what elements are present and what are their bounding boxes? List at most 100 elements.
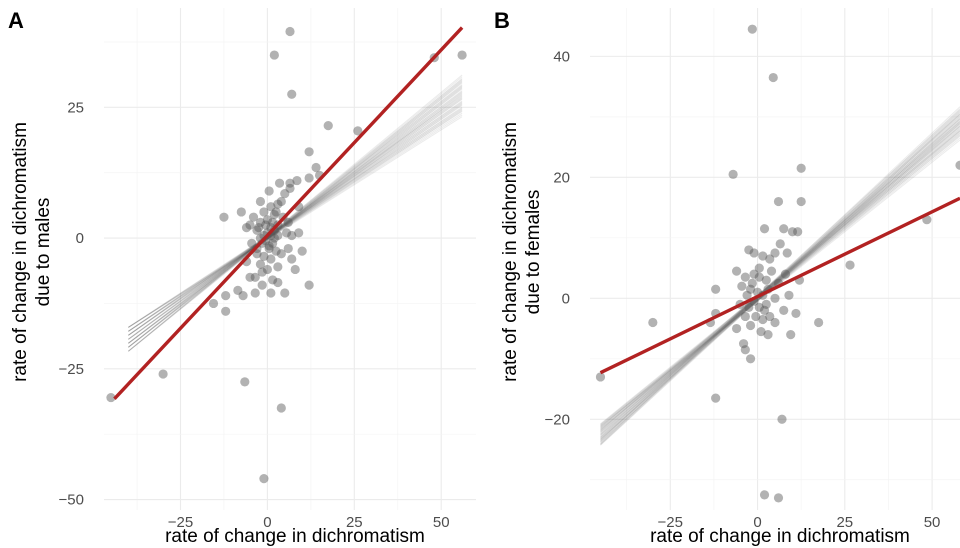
panel-b-x-tick-label: 25	[836, 514, 853, 531]
panel-a-data-point	[247, 238, 257, 248]
panel-a-data-point	[280, 189, 290, 199]
panel-a-data-point	[283, 217, 293, 227]
panel-b-posterior-line	[600, 118, 960, 434]
panel-b-fit-line	[599, 196, 960, 375]
panel-b-data-point	[744, 302, 754, 312]
panel-b-data-point	[773, 493, 784, 503]
panel-a-y-tick-label: −25	[59, 361, 84, 378]
panel-a-posterior-line	[128, 107, 463, 328]
panel-b-grid	[590, 8, 960, 510]
panel-b-data-point	[770, 317, 780, 328]
panel-b-y-tick-label: 0	[562, 290, 570, 307]
panel-a-data-point	[276, 403, 286, 413]
panel-b-posterior-line	[600, 109, 960, 440]
panel-b-data-point	[711, 284, 721, 294]
panel-a-data-point	[221, 291, 231, 301]
panel-a-posterior-lines	[128, 74, 463, 352]
panel-b: −25 0 25 50 −20 0 20 40 B rate of change in di…	[494, 8, 960, 547]
panel-b-data-point	[770, 248, 780, 258]
panel-a-data-point	[269, 209, 279, 220]
panel-b-data-point	[754, 263, 764, 273]
panel-a-posterior-line	[128, 108, 463, 332]
panel-b-posterior-line	[600, 106, 960, 444]
panel-b-posterior-line	[600, 123, 960, 431]
panel-a-data-point	[273, 262, 283, 272]
panel-a-data-point	[273, 230, 283, 241]
panel-a-posterior-line	[128, 79, 463, 352]
panel-a-posterior-line	[128, 94, 463, 340]
panel-a-posterior-line	[128, 79, 463, 348]
panel-b-posterior-line	[600, 129, 960, 429]
panel-a-data-point	[233, 285, 243, 295]
panel-b-posterior-line	[600, 110, 960, 445]
panel-a-posterior-line	[128, 102, 463, 336]
panel-a-posterior-line	[128, 100, 463, 336]
panel-b-posterior-line	[600, 123, 960, 436]
panel-b-data-point	[777, 414, 787, 424]
panel-a-posterior-line	[128, 109, 463, 328]
panel-a-data-point	[255, 259, 266, 269]
panel-b-points	[595, 24, 960, 503]
panel-a-posterior-line	[128, 104, 463, 332]
panel-a-data-point	[221, 306, 231, 316]
panel-a-posterior-line	[128, 103, 463, 332]
panel-a-posterior-line	[128, 86, 463, 344]
panel-b-posterior-line	[600, 111, 960, 441]
panel-a-data-point	[269, 233, 279, 243]
panel-b-data-point	[742, 290, 752, 300]
panel-b-data-point	[759, 490, 770, 500]
panel-b-data-point	[775, 239, 785, 249]
panel-b-data-point	[768, 72, 778, 83]
panel-b-data-point	[740, 272, 750, 282]
panel-b-data-point	[756, 326, 766, 337]
panel-a-data-point	[257, 267, 267, 277]
panel-b-posterior-line	[600, 124, 960, 432]
panel-a-data-point	[241, 223, 252, 233]
panel-b-data-point	[791, 308, 801, 319]
panel-a-posterior-line	[128, 106, 463, 332]
panel-b-posterior-line	[600, 113, 960, 437]
panel-a-posterior-line	[128, 112, 463, 328]
panel-a-posterior-line	[128, 98, 463, 340]
panel-b-posterior-line	[600, 128, 960, 433]
panel-b-data-point	[595, 372, 606, 382]
panel-b-data-point	[765, 311, 775, 322]
panel-b-data-point	[754, 302, 764, 312]
panel-b-data-point	[780, 269, 791, 279]
panel-a-data-point	[292, 175, 302, 186]
panel-b-y-tick-label: −20	[545, 411, 570, 428]
panel-b-posterior-line	[600, 117, 960, 439]
panel-a-y-axis-title-line2: due to males	[33, 198, 54, 307]
panel-a-fit-line	[113, 26, 464, 400]
panel-a-data-point	[285, 26, 295, 37]
panel-b-posterior-line	[600, 127, 960, 428]
panel-b-data-point	[711, 393, 721, 403]
panel-a-data-point	[266, 288, 276, 298]
panel-b-data-point	[786, 330, 796, 340]
panel-b-data-point	[814, 317, 824, 328]
panel-a-data-point	[208, 298, 219, 309]
panel-a-data-point	[457, 50, 467, 60]
panel-a-data-point	[245, 272, 255, 282]
panel-a-x-tick-label: −25	[168, 514, 193, 531]
panel-b-data-point	[779, 224, 789, 234]
panel-a-y-axis-title: rate of change in dichromatism due to ma…	[10, 122, 54, 382]
panel-a-data-point	[287, 89, 297, 99]
panel-b-label: B	[494, 8, 510, 33]
panel-a-data-point	[304, 147, 314, 157]
panel-a-data-point	[323, 121, 333, 131]
panel-b-x-tick-label: −25	[658, 514, 683, 531]
panel-a-data-point	[297, 246, 307, 256]
panel-a-posterior-line	[128, 111, 463, 328]
panel-b-data-point	[758, 251, 768, 261]
panel-a-data-point	[294, 228, 304, 238]
panel-b-y-tick-label: 20	[553, 169, 570, 186]
panel-b-data-point	[744, 245, 754, 255]
panel-a-data-point	[264, 241, 274, 251]
panel-a-x-axis-title: rate of change in dichromatism	[165, 526, 425, 547]
panel-b-y-ticks: −20 0 20 40	[545, 48, 570, 428]
panel-a-data-point	[266, 254, 276, 264]
panel-a-data-point	[259, 207, 269, 217]
panel-b-posterior-line	[600, 139, 960, 427]
panel-a-data-point	[238, 291, 248, 301]
